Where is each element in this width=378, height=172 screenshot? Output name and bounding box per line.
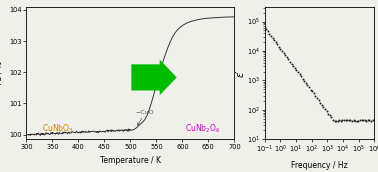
Point — [277, 48, 284, 50]
Point — [347, 119, 353, 121]
Point — [279, 49, 285, 52]
Point — [266, 33, 273, 35]
Point — [290, 64, 296, 67]
Text: CuNbO$_3$: CuNbO$_3$ — [42, 122, 74, 135]
Y-axis label: ε′: ε′ — [235, 69, 245, 77]
Point — [308, 88, 314, 91]
Point — [346, 119, 352, 121]
Point — [304, 84, 310, 87]
Point — [270, 37, 276, 39]
Point — [317, 102, 323, 104]
Point — [324, 110, 330, 112]
Point — [301, 80, 307, 82]
Point — [298, 75, 304, 78]
Point — [336, 119, 342, 122]
Point — [330, 119, 336, 121]
Point — [306, 86, 312, 89]
Point — [268, 34, 274, 37]
Point — [285, 58, 291, 61]
Point — [271, 39, 277, 41]
Point — [321, 106, 327, 108]
Point — [265, 30, 271, 33]
Text: −CuO: −CuO — [136, 110, 154, 125]
Point — [263, 28, 269, 30]
Point — [333, 119, 339, 122]
Point — [358, 119, 364, 121]
Point — [355, 120, 361, 122]
Point — [282, 53, 288, 56]
Point — [363, 119, 369, 122]
Text: CuNb$_2$O$_6$: CuNb$_2$O$_6$ — [185, 122, 221, 135]
Y-axis label: TG / %: TG / % — [0, 61, 3, 86]
Point — [344, 119, 350, 121]
Point — [349, 119, 355, 122]
Point — [335, 119, 341, 122]
Point — [276, 45, 282, 48]
Point — [292, 67, 298, 70]
Point — [293, 69, 299, 72]
Point — [262, 25, 268, 28]
Point — [322, 107, 328, 110]
Point — [341, 119, 347, 121]
Point — [365, 119, 371, 122]
Point — [312, 95, 318, 98]
Point — [273, 41, 279, 44]
Point — [288, 63, 294, 65]
Point — [350, 119, 356, 122]
X-axis label: Temperature / K: Temperature / K — [100, 156, 161, 165]
Point — [280, 51, 287, 54]
Point — [328, 116, 335, 119]
Point — [303, 82, 309, 84]
Point — [316, 99, 322, 102]
Point — [274, 43, 280, 46]
Point — [357, 119, 363, 121]
Point — [325, 112, 331, 115]
Point — [332, 119, 338, 122]
Point — [352, 120, 358, 122]
Point — [368, 119, 374, 122]
Point — [362, 119, 368, 121]
Point — [314, 97, 320, 100]
Point — [371, 119, 377, 121]
Point — [342, 119, 349, 122]
Point — [339, 119, 345, 122]
Point — [354, 119, 360, 122]
Point — [366, 119, 372, 122]
Point — [284, 56, 290, 58]
Point — [300, 78, 306, 80]
X-axis label: Frequency / Hz: Frequency / Hz — [291, 161, 348, 170]
Point — [319, 103, 325, 106]
Point — [309, 90, 315, 93]
Point — [370, 119, 376, 122]
Point — [287, 60, 293, 63]
Point — [327, 114, 333, 116]
FancyArrow shape — [132, 60, 177, 95]
Point — [338, 120, 344, 122]
Point — [311, 92, 317, 95]
Point — [295, 71, 301, 74]
Point — [296, 73, 302, 75]
Point — [360, 119, 366, 122]
